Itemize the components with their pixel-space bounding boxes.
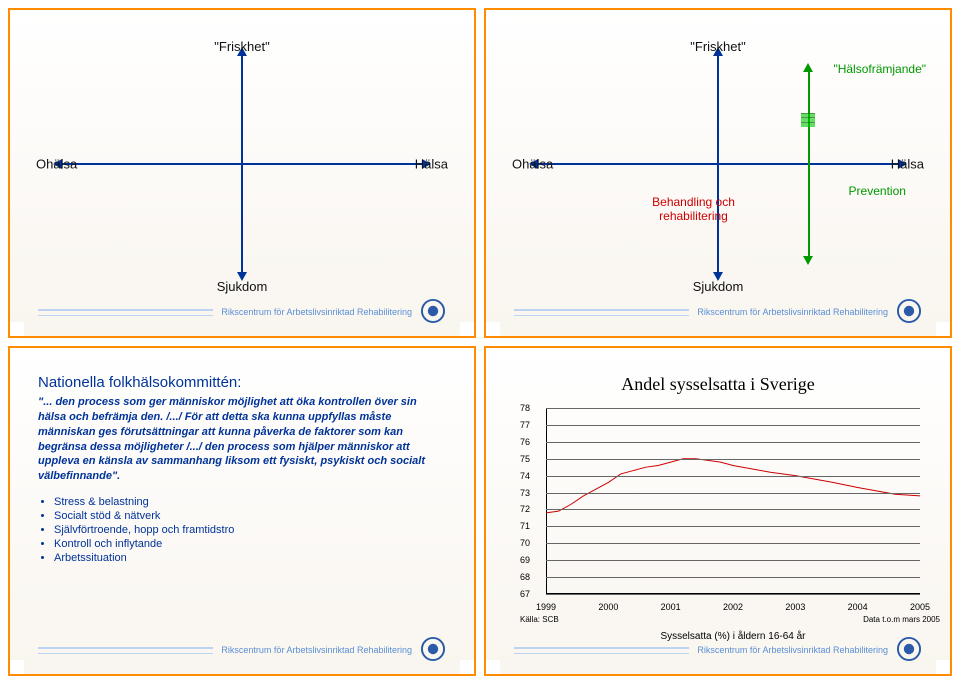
employment-line [546, 459, 920, 513]
promo-label: "Hälsofrämjande" [833, 62, 926, 76]
slide-folkhalso: Nationella folkhälsokommittén: "... den … [8, 346, 476, 676]
axis-bottom-label: Sjukdom [693, 279, 744, 294]
y-tick-label: 77 [520, 420, 530, 430]
bullet-item: Arbetssituation [54, 552, 446, 564]
y-tick-label: 72 [520, 504, 530, 514]
chart-note: Data t.o.m mars 2005 [863, 615, 940, 624]
footer-text: Rikscentrum för Arbetslivsinriktad Rehab… [697, 307, 888, 317]
bullet-item: Socialt stöd & nätverk [54, 510, 446, 522]
slide-footer: Rikscentrum för Arbetslivsinriktad Rehab… [514, 298, 922, 326]
x-tick-label: 2001 [661, 602, 681, 612]
line-chart: Källa: SCB Data t.o.m mars 2005 Sysselsa… [546, 408, 920, 594]
axis-bottom-label: Sjukdom [217, 279, 268, 294]
slide-friskhet-extended: "Friskhet" Sjukdom Ohälsa Hälsa "Hälsofr… [484, 8, 952, 338]
treatment-label: Behandling och rehabilitering [652, 195, 735, 223]
y-tick-label: 68 [520, 572, 530, 582]
y-tick-label: 67 [520, 589, 530, 599]
prevention-label: Prevention [849, 184, 906, 198]
university-logo-icon [420, 636, 446, 664]
slide-grid: "Friskhet" Sjukdom Ohälsa Hälsa Rikscent… [0, 0, 960, 684]
footer-text: Rikscentrum för Arbetslivsinriktad Rehab… [221, 307, 412, 317]
x-tick-label: 2003 [785, 602, 805, 612]
axis-left-label: Ohälsa [512, 157, 553, 172]
chart-source: Källa: SCB [520, 615, 559, 624]
slide-footer: Rikscentrum för Arbetslivsinriktad Rehab… [38, 636, 446, 664]
university-logo-icon [896, 636, 922, 664]
footer-text: Rikscentrum för Arbetslivsinriktad Rehab… [221, 645, 412, 655]
x-tick-label: 2002 [723, 602, 743, 612]
y-tick-label: 69 [520, 555, 530, 565]
x-tick-label: 1999 [536, 602, 556, 612]
axis-right-label: Hälsa [415, 157, 448, 172]
slide-footer: Rikscentrum för Arbetslivsinriktad Rehab… [38, 298, 446, 326]
x-tick-label: 2004 [848, 602, 868, 612]
cross-diagram-1: "Friskhet" Sjukdom Ohälsa Hälsa [38, 36, 446, 292]
slide3-title: Nationella folkhälsokommittén: [38, 374, 446, 391]
slide-footer: Rikscentrum för Arbetslivsinriktad Rehab… [514, 636, 922, 664]
y-tick-label: 71 [520, 521, 530, 531]
y-tick-label: 75 [520, 454, 530, 464]
axis-left-label: Ohälsa [36, 157, 77, 172]
axis-top-label: "Friskhet" [690, 39, 745, 54]
university-logo-icon [420, 298, 446, 326]
y-tick-label: 74 [520, 471, 530, 481]
bullet-item: Stress & belastning [54, 496, 446, 508]
x-tick-label: 2000 [598, 602, 618, 612]
axis-top-label: "Friskhet" [214, 39, 269, 54]
y-tick-label: 78 [520, 403, 530, 413]
y-tick-label: 70 [520, 538, 530, 548]
slide3-bullets: Stress & belastning Socialt stöd & nätver… [38, 496, 446, 564]
bullet-item: Kontroll och inflytande [54, 538, 446, 550]
axis-right-label: Hälsa [891, 157, 924, 172]
x-tick-label: 2005 [910, 602, 930, 612]
slide-employment-chart: Andel sysselsatta i Sverige Källa: SCB D… [484, 346, 952, 676]
footer-text: Rikscentrum för Arbetslivsinriktad Rehab… [697, 645, 888, 655]
slide-friskhet-basic: "Friskhet" Sjukdom Ohälsa Hälsa Rikscent… [8, 8, 476, 338]
bullet-item: Självförtroende, hopp och framtidstro [54, 524, 446, 536]
y-tick-label: 76 [520, 437, 530, 447]
university-logo-icon [896, 298, 922, 326]
slide3-quote: "... den process som ger människor möjli… [38, 395, 446, 484]
cross-diagram-2: "Friskhet" Sjukdom Ohälsa Hälsa "Hälsofr… [514, 36, 922, 292]
chart-title: Andel sysselsatta i Sverige [514, 374, 922, 395]
y-tick-label: 73 [520, 488, 530, 498]
